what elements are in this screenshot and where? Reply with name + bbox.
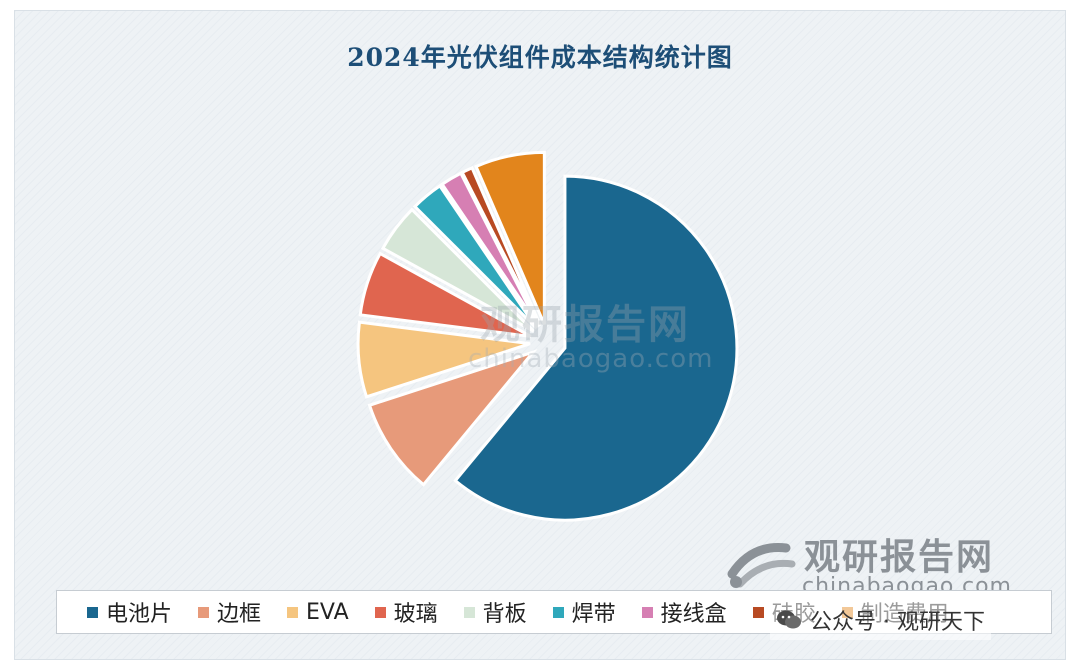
pie-slice-6 xyxy=(440,171,541,328)
pie-slice-2 xyxy=(356,320,531,399)
legend-item: 边框 xyxy=(198,596,261,628)
legend-item: 焊带 xyxy=(552,596,616,628)
legend-swatch xyxy=(287,606,299,618)
chart-title: 2024年光伏组件成本结构统计图 xyxy=(347,43,733,72)
legend-item: 接线盒 xyxy=(641,596,727,628)
legend-swatch xyxy=(87,606,98,618)
pie-slice-1 xyxy=(367,349,538,487)
legend-swatch xyxy=(552,606,564,618)
legend-label: EVA xyxy=(306,599,349,625)
legend-label: 边框 xyxy=(217,602,262,627)
wechat-icon xyxy=(777,610,801,629)
legend-label: 接线盒 xyxy=(660,602,727,627)
pie-slice-7 xyxy=(460,165,542,327)
pie-slice-0 xyxy=(453,174,739,522)
legend-item: 背板 xyxy=(463,596,527,628)
wechat-overlay: 公众号 · 观研天下 xyxy=(770,600,991,640)
pie-slice-8 xyxy=(474,150,546,325)
legend-swatch xyxy=(641,606,653,618)
brand-logo-icon xyxy=(727,543,796,588)
pie-slice-5 xyxy=(412,183,538,330)
legend-swatch xyxy=(374,606,386,618)
legend-item: EVA xyxy=(287,600,349,625)
legend-label: 电池片 xyxy=(106,602,173,627)
pie-slice-3 xyxy=(358,251,532,338)
pie-slice-4 xyxy=(380,207,535,333)
legend-swatch xyxy=(198,606,210,618)
legend-swatch xyxy=(752,606,764,618)
legend-label: 玻璃 xyxy=(393,602,438,627)
chart-frame xyxy=(14,10,1066,660)
legend-label: 背板 xyxy=(482,602,527,627)
legend-item: 电池片 xyxy=(87,596,172,628)
logo-cn-text: 观研报告网 xyxy=(804,537,995,578)
overlay-text: 公众号 · 观研天下 xyxy=(810,610,985,635)
legend-item: 玻璃 xyxy=(374,596,438,628)
legend-label: 焊带 xyxy=(571,602,616,627)
legend-swatch xyxy=(463,606,475,618)
